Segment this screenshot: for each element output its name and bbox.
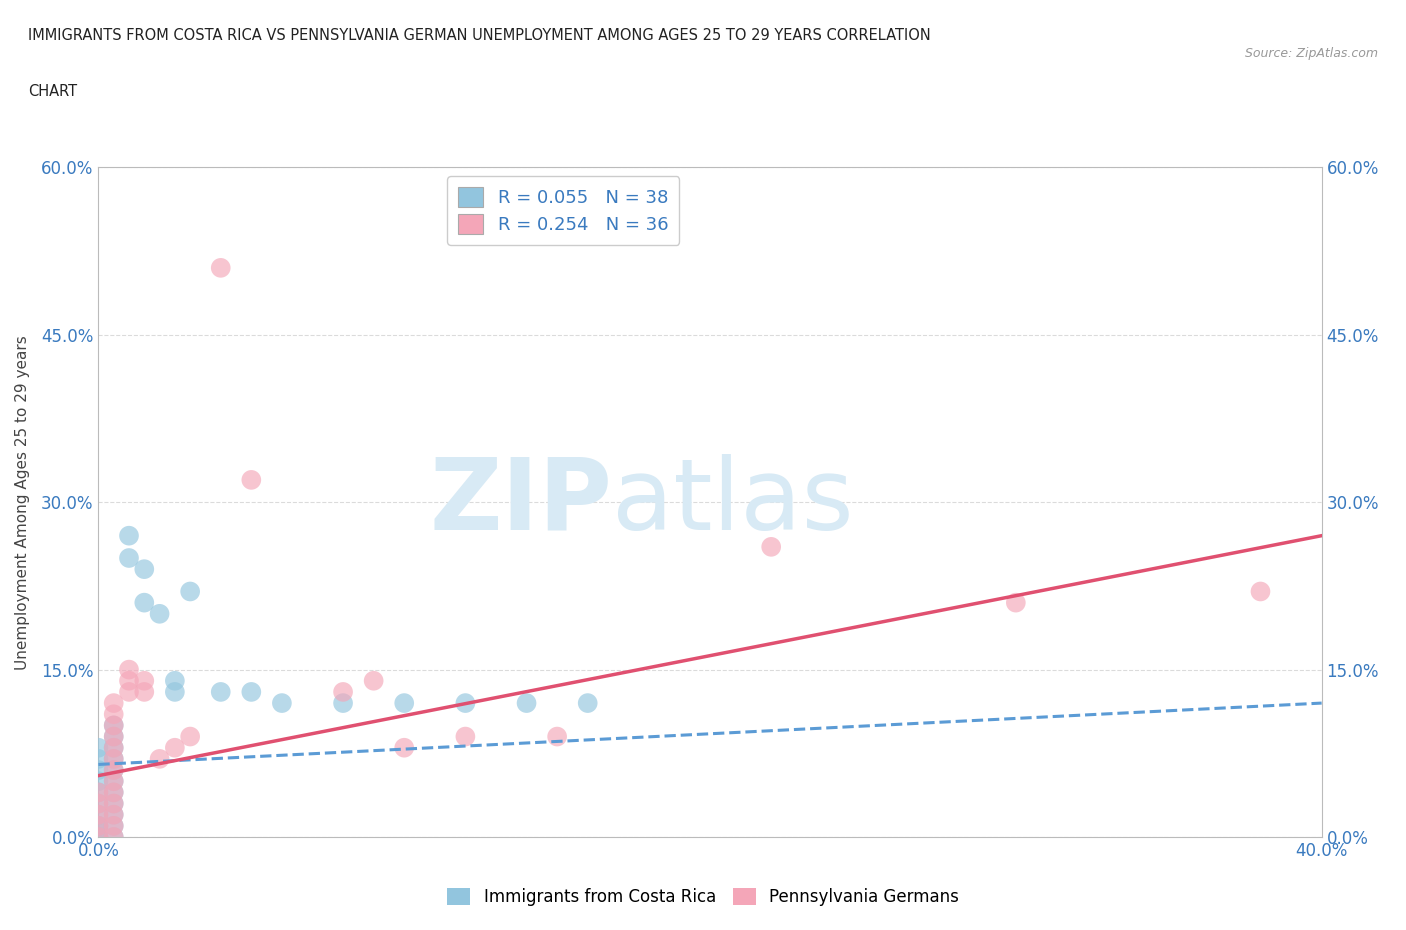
Point [363,673,385,688]
Legend: R = 0.055   N = 38, R = 0.254   N = 36: R = 0.055 N = 38, R = 0.254 N = 36 [447,177,679,246]
Point [103,751,125,766]
Text: ZIP: ZIP [429,454,612,551]
Point [118,551,141,565]
Point [134,562,156,577]
Point [134,673,156,688]
Point [103,718,125,733]
Point [103,796,125,811]
Point [209,684,232,699]
Point [87,830,110,844]
Point [392,740,416,755]
Point [103,707,125,722]
Point [516,696,538,711]
Point [87,818,110,833]
Point [103,818,125,833]
Point [103,740,125,755]
Point [118,673,141,688]
Point [87,740,110,755]
Point [240,684,263,699]
Text: atlas: atlas [612,454,853,551]
Point [392,696,416,711]
Y-axis label: Unemployment Among Ages 25 to 29 years: Unemployment Among Ages 25 to 29 years [15,335,30,670]
Point [118,662,141,677]
Point [87,763,110,777]
Point [103,729,125,744]
Point [103,763,125,777]
Point [103,807,125,822]
Point [1004,595,1026,610]
Point [163,740,186,755]
Point [179,584,201,599]
Point [87,830,110,844]
Point [87,796,110,811]
Point [332,684,354,699]
Point [103,763,125,777]
Point [103,807,125,822]
Point [134,684,156,699]
Point [103,718,125,733]
Text: Source: ZipAtlas.com: Source: ZipAtlas.com [1244,46,1378,60]
Point [332,696,354,711]
Legend: Immigrants from Costa Rica, Pennsylvania Germans: Immigrants from Costa Rica, Pennsylvania… [440,881,966,912]
Point [87,785,110,800]
Point [103,830,125,844]
Point [103,796,125,811]
Point [87,796,110,811]
Point [87,818,110,833]
Point [240,472,263,487]
Point [118,684,141,699]
Point [103,830,125,844]
Point [103,696,125,711]
Text: IMMIGRANTS FROM COSTA RICA VS PENNSYLVANIA GERMAN UNEMPLOYMENT AMONG AGES 25 TO : IMMIGRANTS FROM COSTA RICA VS PENNSYLVAN… [28,28,931,43]
Point [87,807,110,822]
Point [87,818,110,833]
Point [1249,584,1271,599]
Point [103,729,125,744]
Point [163,684,186,699]
Text: CHART: CHART [28,84,77,99]
Point [179,729,201,744]
Point [103,785,125,800]
Point [118,528,141,543]
Point [134,595,156,610]
Point [454,696,477,711]
Point [103,774,125,789]
Point [454,729,477,744]
Point [87,785,110,800]
Point [103,818,125,833]
Point [163,673,186,688]
Point [87,807,110,822]
Point [759,539,782,554]
Point [103,751,125,766]
Point [103,785,125,800]
Point [270,696,292,711]
Point [103,774,125,789]
Point [87,751,110,766]
Point [149,606,172,621]
Point [103,740,125,755]
Point [87,774,110,789]
Point [149,751,172,766]
Point [576,696,599,711]
Point [546,729,568,744]
Point [87,830,110,844]
Point [209,260,232,275]
